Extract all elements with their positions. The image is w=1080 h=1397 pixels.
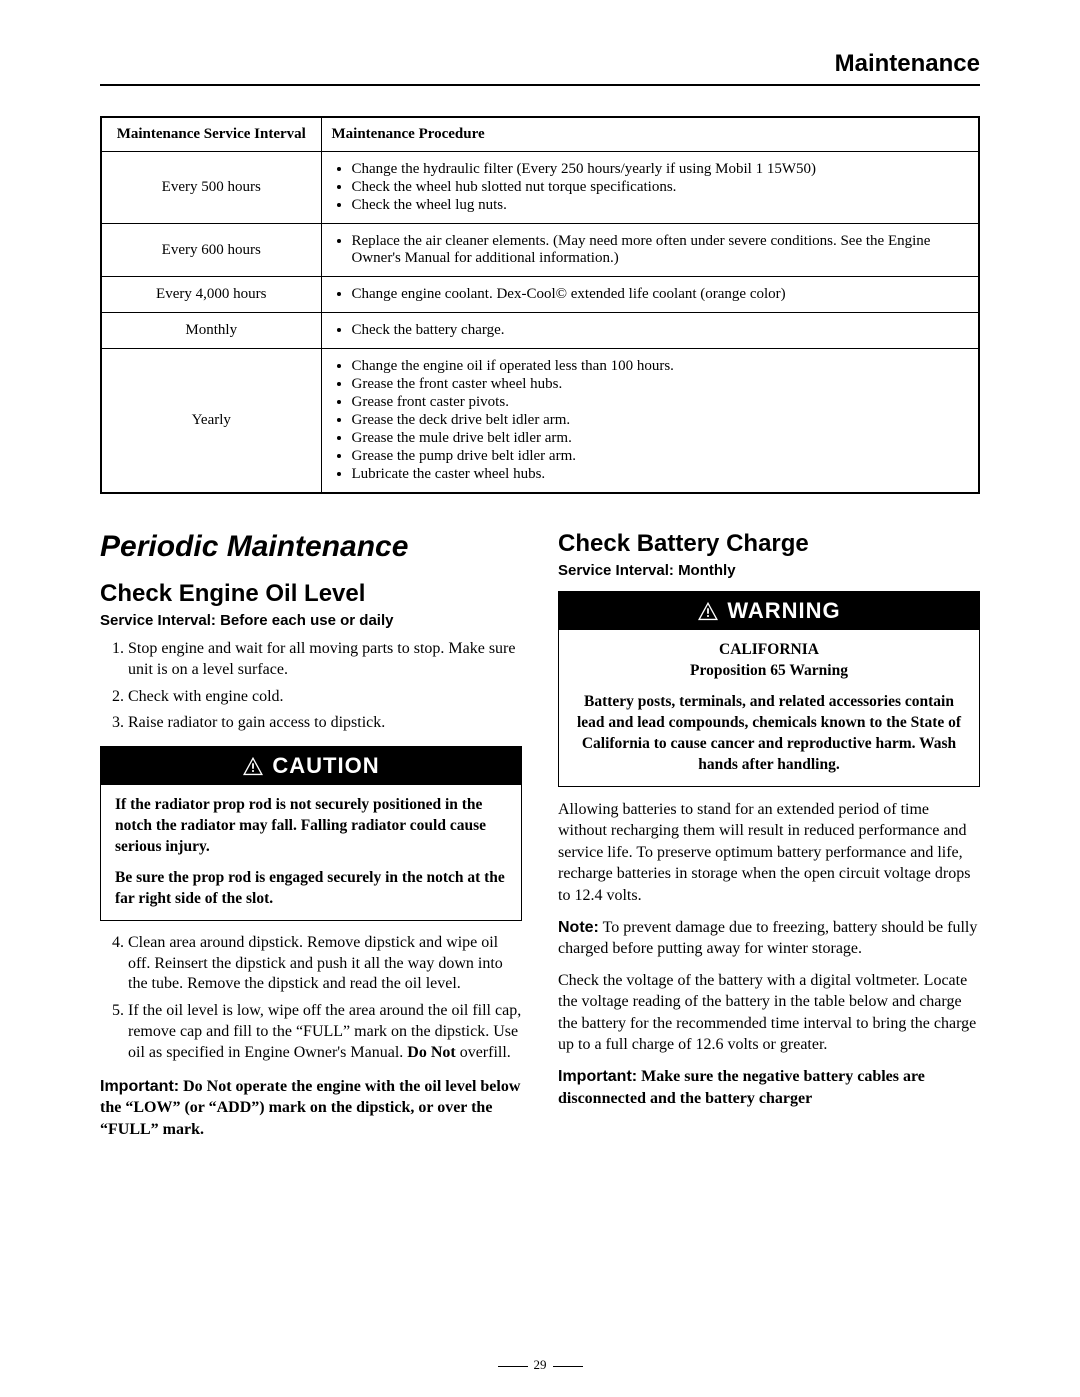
subsection-battery: Check Battery Charge xyxy=(558,530,980,558)
th-procedure: Maintenance Procedure xyxy=(321,117,979,152)
caution-body: If the radiator prop rod is not securely… xyxy=(101,785,521,920)
battery-p1: Allowing batteries to stand for an exten… xyxy=(558,799,980,907)
table-row: Every 600 hours Replace the air cleaner e… xyxy=(101,224,979,277)
procedure-item: Grease the deck drive belt idler arm. xyxy=(352,412,969,429)
service-interval-oil: Service Interval: Before each use or dai… xyxy=(100,612,522,629)
step-item: If the oil level is low, wipe off the ar… xyxy=(128,1001,522,1063)
battery-important: Important: Make sure the negative batter… xyxy=(558,1066,980,1109)
procedure-item: Change the engine oil if operated less t… xyxy=(352,358,969,375)
warning-body: CALIFORNIA Proposition 65 Warning Batter… xyxy=(559,630,979,786)
section-title-periodic: Periodic Maintenance xyxy=(100,530,522,564)
interval-cell: Monthly xyxy=(101,313,321,349)
interval-cell: Yearly xyxy=(101,349,321,494)
procedure-item: Change the hydraulic filter (Every 250 h… xyxy=(352,161,969,178)
procedure-item: Grease front caster pivots. xyxy=(352,394,969,411)
step-item: Stop engine and wait for all moving part… xyxy=(128,639,522,681)
maintenance-table: Maintenance Service Interval Maintenance… xyxy=(100,116,980,494)
table-row: Monthly Check the battery charge. xyxy=(101,313,979,349)
right-column: Check Battery Charge Service Interval: M… xyxy=(558,530,980,1150)
important-label: Important: xyxy=(558,1068,637,1085)
step-item: Clean area around dipstick. Remove dipst… xyxy=(128,933,522,995)
table-row: Every 500 hours Change the hydraulic filt… xyxy=(101,152,979,224)
interval-cell: Every 4,000 hours xyxy=(101,277,321,313)
california-line2: Proposition 65 Warning xyxy=(690,662,848,679)
procedure-item: Replace the air cleaner elements. (May n… xyxy=(352,233,969,267)
procedure-cell: Check the battery charge. xyxy=(321,313,979,349)
procedure-item: Grease the mule drive belt idler arm. xyxy=(352,430,969,447)
caution-box: CAUTION If the radiator prop rod is not … xyxy=(100,746,522,921)
procedure-cell: Change the engine oil if operated less t… xyxy=(321,349,979,494)
caution-header: CAUTION xyxy=(101,747,521,785)
warning-triangle-icon xyxy=(242,756,264,776)
procedure-item: Grease the front caster wheel hubs. xyxy=(352,376,969,393)
procedure-item: Check the wheel hub slotted nut torque s… xyxy=(352,179,969,196)
battery-p2: Check the voltage of the battery with a … xyxy=(558,970,980,1056)
table-row: Every 4,000 hours Change engine coolant. … xyxy=(101,277,979,313)
subsection-oil: Check Engine Oil Level xyxy=(100,580,522,608)
california-heading: CALIFORNIA Proposition 65 Warning xyxy=(573,640,965,682)
note-text: To prevent damage due to freezing, batte… xyxy=(558,919,977,958)
left-column: Periodic Maintenance Check Engine Oil Le… xyxy=(100,530,522,1150)
two-column-layout: Periodic Maintenance Check Engine Oil Le… xyxy=(100,530,980,1150)
service-interval-battery: Service Interval: Monthly xyxy=(558,562,980,579)
warning-label: WARNING xyxy=(727,598,840,624)
interval-cell: Every 600 hours xyxy=(101,224,321,277)
page-header: Maintenance xyxy=(100,50,980,86)
caution-p2: Be sure the prop rod is engaged securely… xyxy=(115,868,507,910)
warning-triangle-icon xyxy=(697,601,719,621)
oil-steps-a: Stop engine and wait for all moving part… xyxy=(100,639,522,734)
procedure-cell: Replace the air cleaner elements. (May n… xyxy=(321,224,979,277)
oil-steps-b: Clean area around dipstick. Remove dipst… xyxy=(100,933,522,1064)
warning-body-text: Battery posts, terminals, and related ac… xyxy=(573,692,965,776)
warning-box: WARNING CALIFORNIA Proposition 65 Warnin… xyxy=(558,591,980,787)
caution-p1: If the radiator prop rod is not securely… xyxy=(115,795,507,858)
battery-note: Note: To prevent damage due to freezing,… xyxy=(558,917,980,960)
procedure-cell: Change the hydraulic filter (Every 250 h… xyxy=(321,152,979,224)
step-item: Raise radiator to gain access to dipstic… xyxy=(128,713,522,734)
note-label: Note: xyxy=(558,919,599,936)
caution-label: CAUTION xyxy=(272,753,379,779)
important-label: Important: xyxy=(100,1078,179,1095)
procedure-item: Check the battery charge. xyxy=(352,322,969,339)
procedure-item: Check the wheel lug nuts. xyxy=(352,197,969,214)
procedure-item: Change engine coolant. Dex-Cool© extende… xyxy=(352,286,969,303)
procedure-cell: Change engine coolant. Dex-Cool© extende… xyxy=(321,277,979,313)
table-row: Yearly Change the engine oil if operated … xyxy=(101,349,979,494)
procedure-item: Grease the pump drive belt idler arm. xyxy=(352,448,969,465)
page-number: 29 xyxy=(0,1357,1080,1373)
oil-important: Important: Do Not operate the engine wit… xyxy=(100,1076,522,1141)
page: Maintenance Maintenance Service Interval… xyxy=(0,0,1080,1397)
th-interval: Maintenance Service Interval xyxy=(101,117,321,152)
step-item: Check with engine cold. xyxy=(128,687,522,708)
warning-header: WARNING xyxy=(559,592,979,630)
california-line1: CALIFORNIA xyxy=(719,641,819,658)
procedure-item: Lubricate the caster wheel hubs. xyxy=(352,466,969,483)
interval-cell: Every 500 hours xyxy=(101,152,321,224)
